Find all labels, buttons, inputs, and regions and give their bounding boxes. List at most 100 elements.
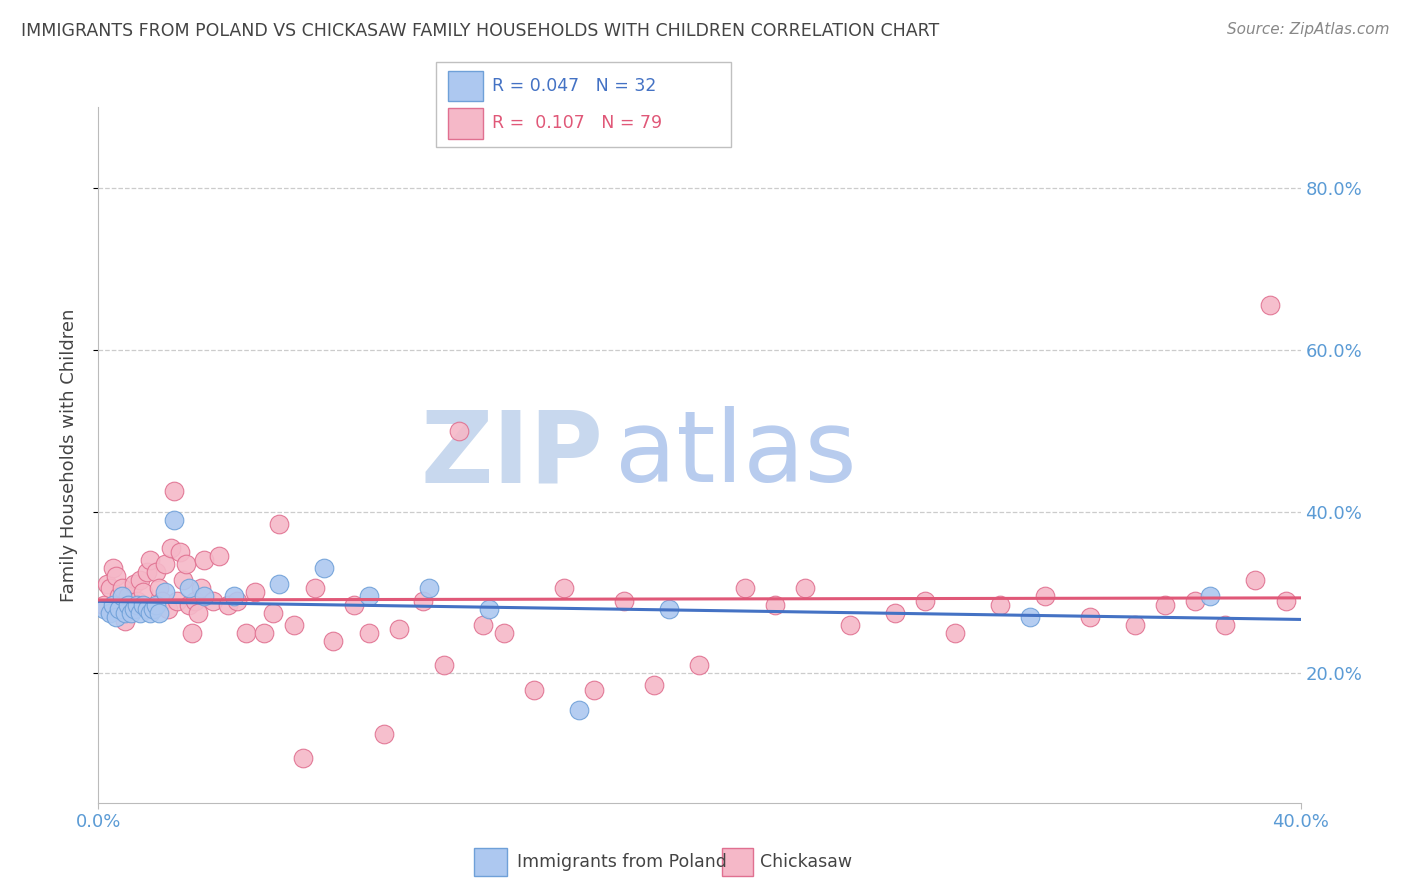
Bar [447,108,484,139]
Point [190,582,212,596]
Point [1078,609,1101,624]
Point [201,593,224,607]
Point [613,593,636,607]
Point [114,606,136,620]
Point [914,593,936,607]
Point [418,582,440,596]
Point [734,582,756,596]
Point [243,585,266,599]
Point [103,598,125,612]
Point [1199,590,1222,604]
Point [689,658,711,673]
Point [114,614,136,628]
Point [124,601,146,615]
Point [1154,598,1177,612]
Point [121,601,143,615]
Point [132,598,155,612]
Point [111,582,134,596]
Point [291,751,314,765]
Text: R =  0.107   N = 79: R = 0.107 N = 79 [492,114,662,132]
Point [388,622,411,636]
Point [127,593,149,607]
Point [145,566,167,580]
Point [478,601,501,615]
Bar [723,848,754,876]
Point [145,598,167,612]
Point [162,513,184,527]
Point [174,557,197,571]
Point [162,484,184,499]
Point [135,566,157,580]
Point [643,678,665,692]
Text: IMMIGRANTS FROM POLAND VS CHICKASAW FAMILY HOUSEHOLDS WITH CHILDREN CORRELATION : IMMIGRANTS FROM POLAND VS CHICKASAW FAMI… [21,22,939,40]
Point [180,626,202,640]
Point [187,606,209,620]
Point [105,609,128,624]
Bar [447,71,484,102]
Point [177,598,200,612]
Point [121,606,143,620]
Point [193,590,215,604]
Point [494,626,516,640]
Y-axis label: Family Households with Children: Family Households with Children [59,309,77,601]
Text: Immigrants from Poland: Immigrants from Poland [516,853,727,871]
Point [135,601,157,615]
Point [138,606,160,620]
Text: ZIP: ZIP [420,407,603,503]
Point [117,590,139,604]
Point [322,634,344,648]
Point [343,598,366,612]
Point [1260,298,1282,312]
Point [100,582,122,596]
Point [153,585,176,599]
Point [108,590,131,604]
Point [132,585,155,599]
Text: Source: ZipAtlas.com: Source: ZipAtlas.com [1226,22,1389,37]
Point [138,553,160,567]
Point [225,593,247,607]
Point [523,682,546,697]
Point [1215,617,1237,632]
Point [433,658,456,673]
Point [150,593,173,607]
Point [943,626,966,640]
Point [124,577,146,591]
Point [141,601,163,615]
Point [100,606,122,620]
Point [1244,574,1267,588]
Point [838,617,860,632]
Point [253,626,276,640]
Point [262,606,284,620]
Point [412,593,434,607]
Point [357,626,380,640]
Point [166,593,188,607]
Point [117,598,139,612]
Point [108,601,131,615]
Point [373,727,395,741]
Point [883,606,905,620]
Text: atlas: atlas [616,407,858,503]
Point [793,582,815,596]
Point [1033,590,1056,604]
Point [183,593,205,607]
Point [105,569,128,583]
Point [129,606,152,620]
Point [93,598,115,612]
Point [193,553,215,567]
Point [304,582,326,596]
Point [283,617,305,632]
Point [156,601,179,615]
Point [763,598,786,612]
Point [312,561,335,575]
Point [267,577,290,591]
Point [1123,617,1146,632]
Point [267,516,290,531]
Point [127,598,149,612]
Point [472,617,495,632]
Point [177,582,200,596]
Text: R = 0.047   N = 32: R = 0.047 N = 32 [492,78,657,95]
Point [129,574,152,588]
Point [111,590,134,604]
Point [169,545,191,559]
Point [153,557,176,571]
